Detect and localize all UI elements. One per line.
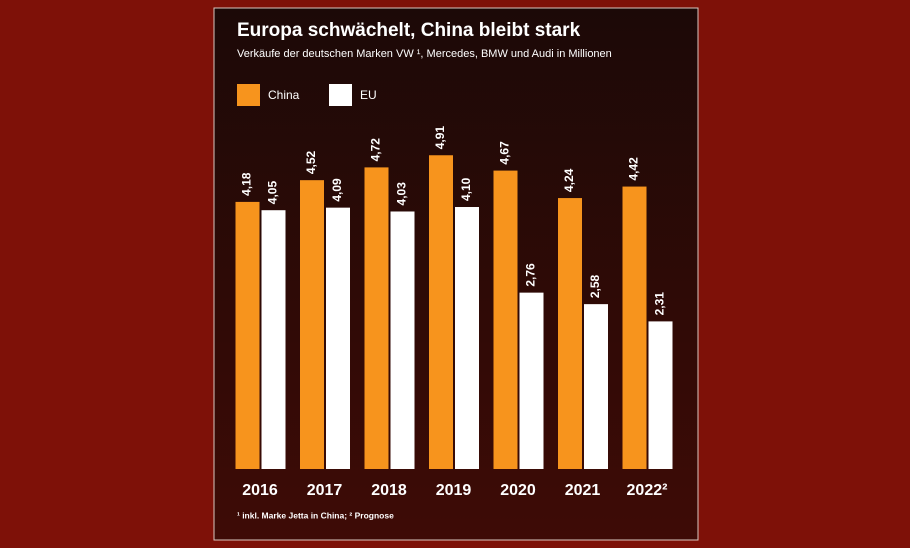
bar (235, 201, 260, 469)
bar (622, 186, 647, 469)
footnote: ¹ inkl. Marke Jetta in China; ² Prognose (237, 510, 394, 520)
legend-swatch (237, 84, 260, 106)
x-tick-label: 2018 (371, 482, 407, 499)
value-label: 2,31 (653, 292, 667, 316)
x-tick-label: 2020 (500, 482, 536, 499)
x-tick-label: 2019 (436, 482, 472, 499)
bar (390, 211, 415, 469)
bar (584, 304, 608, 469)
chart-subtitle: Verkäufe der deutschen Marken VW ¹, Merc… (237, 48, 612, 60)
value-label: 4,52 (304, 150, 318, 174)
x-tick-label: 2016 (242, 482, 278, 499)
bar (364, 167, 389, 469)
bar (429, 155, 453, 469)
value-label: 2,76 (524, 263, 538, 287)
value-label: 4,42 (627, 157, 641, 181)
bar (648, 321, 673, 469)
bar (326, 207, 350, 470)
value-label: 4,67 (498, 141, 512, 165)
bar (261, 210, 286, 469)
bar (300, 180, 324, 469)
x-tick-label: 2017 (307, 482, 343, 499)
x-tick-label: 2022² (627, 482, 668, 499)
legend-label: EU (360, 88, 377, 102)
value-label: 4,05 (266, 181, 280, 205)
value-label: 4,10 (459, 177, 473, 201)
value-label: 4,24 (562, 168, 576, 192)
x-tick-label: 2021 (565, 482, 601, 499)
value-label: 2,58 (588, 274, 602, 298)
legend-label: China (268, 88, 300, 102)
bar (558, 198, 582, 469)
bar (493, 170, 518, 469)
value-label: 4,18 (240, 172, 254, 196)
bar (519, 292, 544, 469)
value-label: 4,09 (330, 178, 344, 202)
value-label: 4,91 (433, 126, 447, 150)
value-label: 4,72 (369, 138, 383, 162)
legend-swatch (329, 84, 352, 106)
bar (455, 207, 479, 469)
value-label: 4,03 (395, 182, 409, 206)
chart-title: Europa schwächelt, China bleibt stark (237, 20, 581, 41)
